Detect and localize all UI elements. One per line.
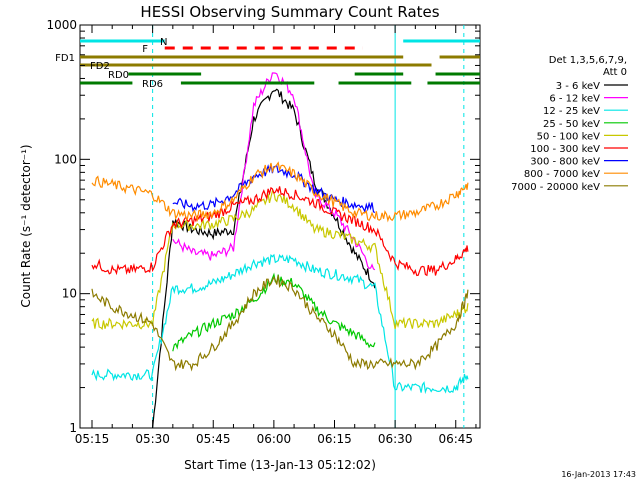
- x-tick-label-3: 06:00: [257, 432, 292, 446]
- legend-label-7: 800 - 7000 keV: [524, 169, 600, 180]
- flag-label-rd0: RD0: [108, 70, 129, 81]
- x-tick-label-0: 05:15: [75, 432, 110, 446]
- y-axis-label: Count Rate (s⁻¹ detector⁻¹): [19, 144, 33, 307]
- x-tick-label-1: 05:30: [135, 432, 170, 446]
- y-axis-ticks: 1 10 100 1000: [46, 18, 480, 435]
- legend-label-8: 7000 - 20000 keV: [511, 182, 600, 193]
- x-tick-label-4: 06:15: [317, 432, 352, 446]
- legend-label-1: 6 - 12 keV: [549, 94, 600, 105]
- x-tick-label-5: 06:30: [378, 432, 413, 446]
- flag-label-rd6: RD6: [142, 79, 163, 90]
- legend-label-4: 50 - 100 keV: [537, 131, 601, 142]
- legend-label-6: 300 - 800 keV: [530, 157, 600, 168]
- orbit-marker-lines: [152, 25, 465, 428]
- flag-label-fd1: FD1: [55, 53, 75, 64]
- legend: Det 1,3,5,6,7,9,Att 03 - 6 keV 6 - 12 keV…: [511, 55, 628, 193]
- flag-label-fd2: FD2: [90, 61, 110, 72]
- footer-timestamp: 16-Jan-2013 17:43: [561, 470, 636, 479]
- legend-label-0: 3 - 6 keV: [556, 81, 600, 92]
- flag-label-n: N: [160, 37, 167, 48]
- legend-header-1: Att 0: [603, 67, 627, 78]
- series-line-7: [91, 161, 469, 223]
- y-tick-label-2: 100: [54, 152, 77, 166]
- series-line-6: [173, 165, 468, 213]
- series-line-5: [91, 186, 469, 277]
- legend-header-0: Det 1,3,5,6,7,9,: [549, 55, 627, 66]
- series-line-2: [91, 253, 469, 395]
- plot-frame: [79, 24, 481, 429]
- series-lines: [91, 72, 469, 429]
- series-line-3: [172, 272, 376, 352]
- legend-label-2: 12 - 25 keV: [543, 106, 600, 117]
- x-axis-ticks: 05:15 05:30 05:45 06:00 06:15 06:30 06:45: [75, 25, 477, 446]
- series-line-0: [152, 88, 376, 429]
- flag-label-f: F: [142, 44, 148, 55]
- legend-label-3: 25 - 50 keV: [543, 119, 600, 130]
- y-tick-label-3: 1000: [46, 18, 77, 32]
- series-line-1: [172, 72, 376, 271]
- x-tick-label-6: 06:45: [438, 432, 473, 446]
- y-tick-label-0: 1: [69, 421, 77, 435]
- chart-title: HESSI Observing Summary Count Rates: [140, 3, 439, 21]
- x-tick-label-2: 05:45: [196, 432, 231, 446]
- legend-label-5: 100 - 300 keV: [530, 144, 600, 155]
- series-line-8: [91, 275, 469, 372]
- y-tick-label-1: 10: [62, 287, 77, 301]
- x-axis-label: Start Time (13-Jan-13 05:12:02): [184, 458, 376, 472]
